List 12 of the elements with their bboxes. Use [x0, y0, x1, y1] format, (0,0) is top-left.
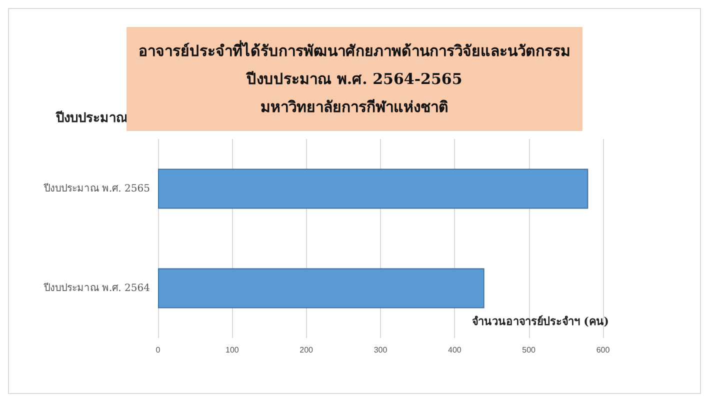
x-tick-label: 600 — [596, 346, 610, 354]
x-axis-title: จำนวนอาจารย์ประจำฯ (คน) — [472, 315, 609, 328]
y-tick-label: ปีงบประมาณ พ.ศ. 2565 — [42, 182, 150, 194]
x-tick-label: 200 — [300, 346, 314, 354]
chart-title: อาจารย์ประจำที่ได้รับการพัฒนาศักยภาพด้านการวิจัยและนวัตกรรม ปีงบประมาณ พ.ศ. 2564-2565 มหาวิทยาลัยการกีฬาแห่งชาติ — [138, 40, 570, 116]
x-tick-label: 500 — [522, 346, 536, 354]
y-axis-title: ปีงบประมาณ — [55, 110, 128, 126]
x-tick-label: 300 — [374, 346, 388, 354]
x-tick-label: 100 — [225, 346, 240, 354]
x-tick-label: 400 — [448, 346, 462, 354]
x-tick-label: 0 — [156, 346, 161, 354]
y-tick-label: ปีงบประมาณ พ.ศ. 2564 — [42, 282, 150, 294]
